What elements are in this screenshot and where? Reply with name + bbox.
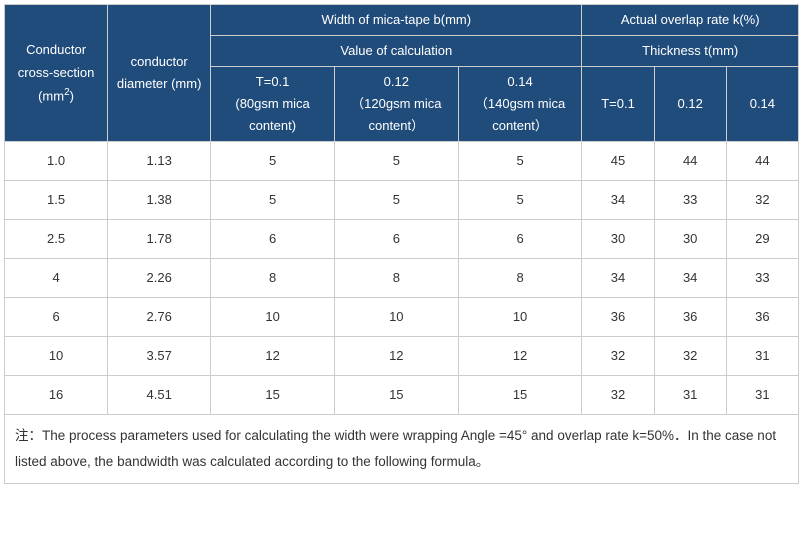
table-row: 42.26888343433 — [5, 259, 799, 298]
mica-tape-table: Conductor cross-section (mm2) conductor … — [4, 4, 799, 484]
note-text: 注：The process parameters used for calcul… — [15, 428, 776, 469]
note-row: 注：The process parameters used for calcul… — [5, 415, 799, 483]
cell-e: 12 — [458, 337, 582, 376]
cell-h: 29 — [726, 220, 798, 259]
cell-h: 32 — [726, 181, 798, 220]
cell-a: 6 — [5, 298, 108, 337]
th-width-group-text: Width of mica-tape b(mm) — [322, 12, 472, 27]
cell-e: 15 — [458, 376, 582, 415]
cell-c: 10 — [211, 298, 335, 337]
cell-c: 8 — [211, 259, 335, 298]
cell-b: 2.26 — [108, 259, 211, 298]
cell-c: 5 — [211, 142, 335, 181]
cell-b: 1.13 — [108, 142, 211, 181]
cell-a: 2.5 — [5, 220, 108, 259]
cell-g: 34 — [654, 259, 726, 298]
th-overlap-group: Actual overlap rate k(%) — [582, 5, 799, 36]
cell-b: 1.38 — [108, 181, 211, 220]
cell-f: 45 — [582, 142, 654, 181]
cell-c: 12 — [211, 337, 335, 376]
cell-c: 15 — [211, 376, 335, 415]
cell-a: 1.0 — [5, 142, 108, 181]
cell-a: 4 — [5, 259, 108, 298]
cell-d: 15 — [334, 376, 458, 415]
note-cell: 注：The process parameters used for calcul… — [5, 415, 799, 483]
table-row: 1.51.38555343332 — [5, 181, 799, 220]
th-value-calc-text: Value of calculation — [340, 43, 452, 58]
th-width-group: Width of mica-tape b(mm) — [211, 5, 582, 36]
cell-e: 6 — [458, 220, 582, 259]
cell-g: 30 — [654, 220, 726, 259]
th-cross-section: Conductor cross-section (mm2) — [5, 5, 108, 142]
th-t012-a: 0.12 — [337, 71, 456, 93]
cell-d: 12 — [334, 337, 458, 376]
cell-g: 31 — [654, 376, 726, 415]
th-overlap-group-text: Actual overlap rate k(%) — [621, 12, 760, 27]
cell-a: 1.5 — [5, 181, 108, 220]
th-k01-text: T=0.1 — [601, 96, 635, 111]
cell-e: 10 — [458, 298, 582, 337]
th-t01-b: (80gsm mica content) — [213, 93, 332, 137]
cell-d: 5 — [334, 181, 458, 220]
th-k012: 0.12 — [654, 67, 726, 142]
th-t012-b: （120gsm mica content） — [337, 93, 456, 137]
th-value-calc: Value of calculation — [211, 36, 582, 67]
th-t01-a: T=0.1 — [213, 71, 332, 93]
cell-b: 4.51 — [108, 376, 211, 415]
th-t014: 0.14 （140gsm mica content） — [458, 67, 582, 142]
th-cross-section-text: Conductor cross-section (mm — [18, 42, 95, 103]
cell-e: 5 — [458, 181, 582, 220]
th-k012-text: 0.12 — [678, 96, 703, 111]
cell-h: 36 — [726, 298, 798, 337]
table-body: 1.01.135554544441.51.385553433322.51.786… — [5, 142, 799, 415]
cell-d: 8 — [334, 259, 458, 298]
cell-f: 32 — [582, 376, 654, 415]
table-row: 103.57121212323231 — [5, 337, 799, 376]
cell-h: 31 — [726, 337, 798, 376]
cell-d: 5 — [334, 142, 458, 181]
table-row: 2.51.78666303029 — [5, 220, 799, 259]
cell-f: 32 — [582, 337, 654, 376]
cell-b: 2.76 — [108, 298, 211, 337]
cell-a: 10 — [5, 337, 108, 376]
th-k014-text: 0.14 — [750, 96, 775, 111]
th-t012: 0.12 （120gsm mica content） — [334, 67, 458, 142]
th-thickness: Thickness t(mm) — [582, 36, 799, 67]
th-thickness-text: Thickness t(mm) — [642, 43, 738, 58]
cell-h: 31 — [726, 376, 798, 415]
cell-c: 5 — [211, 181, 335, 220]
cell-g: 36 — [654, 298, 726, 337]
cell-h: 33 — [726, 259, 798, 298]
cell-b: 1.78 — [108, 220, 211, 259]
cell-e: 8 — [458, 259, 582, 298]
th-diameter-text: conductor diameter (mm) — [117, 54, 202, 91]
cell-f: 34 — [582, 259, 654, 298]
cell-g: 33 — [654, 181, 726, 220]
table-container: Conductor cross-section (mm2) conductor … — [0, 0, 803, 488]
cell-e: 5 — [458, 142, 582, 181]
cell-f: 30 — [582, 220, 654, 259]
th-diameter: conductor diameter (mm) — [108, 5, 211, 142]
th-t014-b: （140gsm mica content） — [461, 93, 580, 137]
table-row: 164.51151515323131 — [5, 376, 799, 415]
table-row: 1.01.13555454444 — [5, 142, 799, 181]
cell-h: 44 — [726, 142, 798, 181]
th-k014: 0.14 — [726, 67, 798, 142]
cell-d: 6 — [334, 220, 458, 259]
cell-g: 32 — [654, 337, 726, 376]
cell-b: 3.57 — [108, 337, 211, 376]
table-row: 62.76101010363636 — [5, 298, 799, 337]
th-t01: T=0.1 (80gsm mica content) — [211, 67, 335, 142]
cell-c: 6 — [211, 220, 335, 259]
th-cross-section-tail: ) — [70, 88, 74, 103]
cell-f: 34 — [582, 181, 654, 220]
cell-d: 10 — [334, 298, 458, 337]
th-k01: T=0.1 — [582, 67, 654, 142]
cell-g: 44 — [654, 142, 726, 181]
th-t014-a: 0.14 — [461, 71, 580, 93]
cell-a: 16 — [5, 376, 108, 415]
cell-f: 36 — [582, 298, 654, 337]
